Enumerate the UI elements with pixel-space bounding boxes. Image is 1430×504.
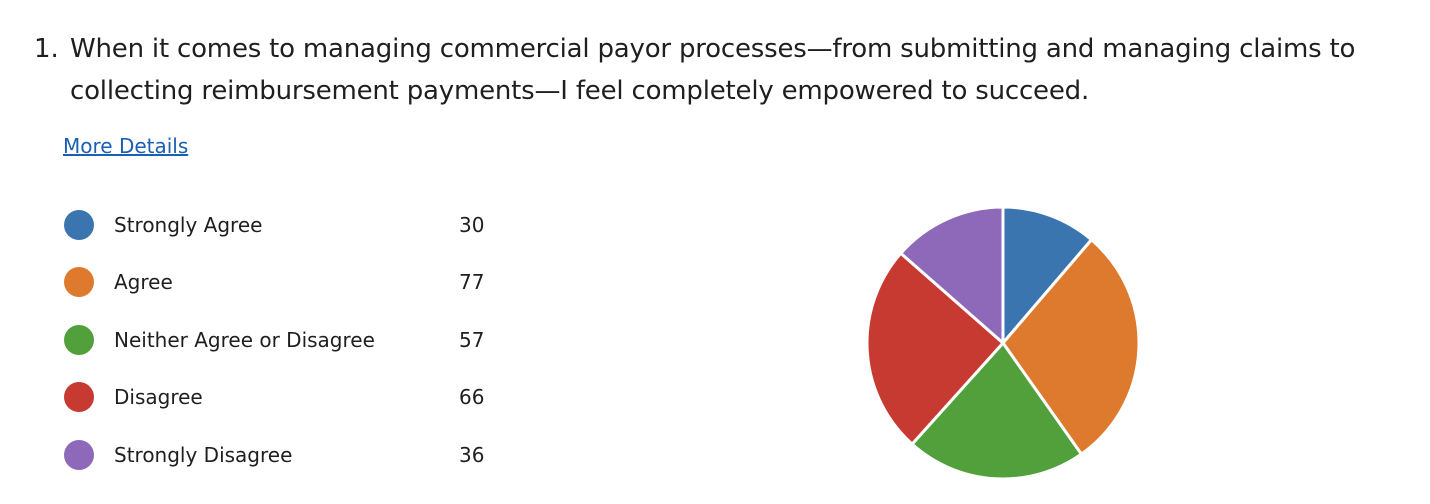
legend-item: Agree 77 <box>64 254 504 312</box>
pie-slice-strongly-disagree[interactable] <box>899 205 1005 345</box>
legend-swatch-icon <box>64 324 94 355</box>
pie-slice-strongly-agree[interactable] <box>1001 205 1094 345</box>
legend-count: 77 <box>459 270 485 295</box>
pie-slice-agree[interactable] <box>1001 238 1141 456</box>
legend-label: Strongly Agree <box>114 212 263 237</box>
legend-count: 66 <box>459 385 485 410</box>
legend-label: Strongly Disagree <box>114 442 293 467</box>
more-details-link[interactable]: More Details <box>63 134 189 158</box>
question: 1. When it comes to managing commercial … <box>34 28 1414 112</box>
legend-item: Neither Agree or Disagree 57 <box>64 311 504 369</box>
legend-swatch-icon <box>64 267 94 298</box>
legend-count: 36 <box>459 442 485 467</box>
question-text: When it comes to managing commercial pay… <box>70 34 1356 106</box>
chart-legend: Strongly Agree 30 Agree 77 Neither Agree… <box>64 196 504 484</box>
legend-item: Strongly Disagree 36 <box>64 426 504 484</box>
legend-label: Disagree <box>114 385 203 410</box>
question-number: 1. <box>34 34 59 64</box>
legend-swatch-icon <box>64 209 94 240</box>
pie-chart-container <box>860 200 1146 486</box>
legend-item: Strongly Agree 30 <box>64 196 504 254</box>
pie-slice-neither-agree-or-disagree[interactable] <box>910 341 1083 481</box>
legend-swatch-icon <box>64 382 94 413</box>
legend-label: Neither Agree or Disagree <box>114 327 375 352</box>
pie-chart <box>865 205 1141 481</box>
legend-count: 57 <box>459 327 485 352</box>
pie-slice-disagree[interactable] <box>865 251 1005 446</box>
legend-swatch-icon <box>64 439 94 470</box>
legend-count: 30 <box>459 212 485 237</box>
legend-item: Disagree 66 <box>64 369 504 427</box>
legend-label: Agree <box>114 270 173 295</box>
